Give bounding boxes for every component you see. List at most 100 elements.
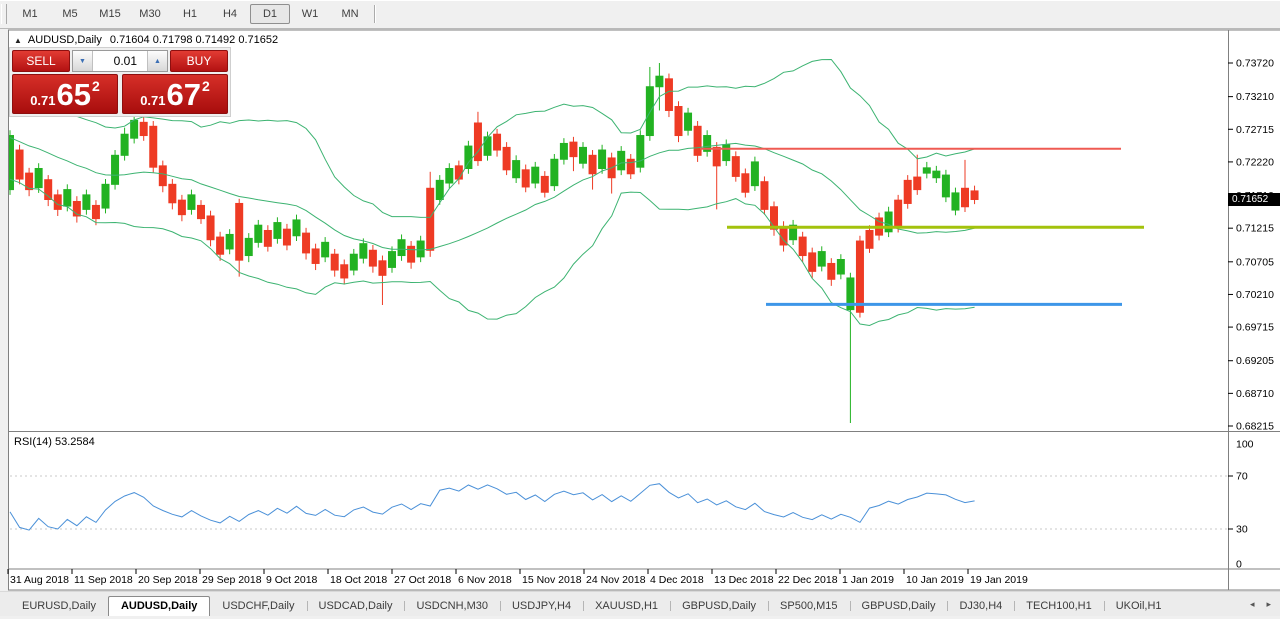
candle-body xyxy=(789,224,798,241)
buy-button[interactable]: BUY xyxy=(170,50,228,72)
candle-body xyxy=(712,146,721,167)
bollinger-lower-band xyxy=(9,178,975,327)
time-axis[interactable]: 31 Aug 2018 11 Sep 2018 20 Sep 2018 29 Sep … xyxy=(7,569,1028,586)
chart-tab-usdcad-daily[interactable]: USDCAD,Daily xyxy=(306,597,405,616)
candle-body xyxy=(397,239,406,257)
tabs-scroll-left-icon[interactable]: ◂ xyxy=(1249,598,1255,609)
chart-tab-tech100-h1[interactable]: TECH100,H1 xyxy=(1014,597,1103,616)
chart-tab-usdcnh-m30[interactable]: USDCNH,M30 xyxy=(404,597,500,616)
chart-tab-xauusd-h1[interactable]: XAUUSD,H1 xyxy=(583,597,670,616)
candle-body xyxy=(25,172,34,191)
rsi-axis-label: 30 xyxy=(1236,524,1248,536)
candle-body xyxy=(426,187,435,251)
volume-value[interactable]: 0.01 xyxy=(113,54,137,68)
timeframe-button-h1[interactable]: H1 xyxy=(182,8,198,20)
buy-price-tile[interactable]: 0.71 67 2 xyxy=(122,74,228,114)
candle-body xyxy=(330,253,339,271)
sell-price-tile[interactable]: 0.71 65 2 xyxy=(12,74,118,114)
price-axis[interactable]: 0.737200.732100.727150.722200.717100.712… xyxy=(1228,58,1274,433)
chart-tab-dj30-h4[interactable]: DJ30,H4 xyxy=(947,597,1014,616)
candle-body xyxy=(951,192,960,211)
candle-body xyxy=(416,240,425,258)
chart-ohlc-values: 0.71604 0.71798 0.71492 0.71652 xyxy=(109,34,279,46)
candle-body xyxy=(263,229,272,247)
candle-body xyxy=(407,245,416,263)
candle-body xyxy=(187,194,196,210)
timeframe-toolbar: M1 M5 M15 M30 H1 H4 D1 W1 MN xyxy=(0,0,1280,29)
rsi-pane[interactable] xyxy=(9,475,1228,531)
chart-tab-gbpusd-daily[interactable]: GBPUSD,Daily xyxy=(849,597,948,616)
chart-tab-eurusd-daily[interactable]: EURUSD,Daily xyxy=(22,600,96,612)
rsi-axis-label: 0 xyxy=(1236,559,1242,571)
candle-body xyxy=(149,125,158,168)
one-click-trade-panel: SELL ▼ 0.01 ▲ BUY 0.71 65 2 0.71 67 2 xyxy=(9,47,231,117)
toolbar-grip-handle[interactable] xyxy=(1,4,7,24)
candle-body xyxy=(120,133,129,156)
time-axis-label: 19 Jan 2019 xyxy=(970,574,1028,586)
chart-background xyxy=(9,30,1280,590)
time-axis-label: 31 Aug 2018 xyxy=(10,574,69,586)
candle-body xyxy=(865,229,874,249)
time-axis-label: 9 Oct 2018 xyxy=(266,574,318,586)
candle-body xyxy=(827,262,836,280)
candle-body xyxy=(225,233,234,250)
rsi-axis-label: 70 xyxy=(1236,471,1248,483)
candle-body xyxy=(435,179,444,200)
candle-body xyxy=(770,206,778,230)
candle-body xyxy=(82,194,91,210)
candle-body xyxy=(483,136,492,156)
candle-body xyxy=(9,135,14,191)
collapse-chart-icon[interactable]: ▲ xyxy=(14,36,22,45)
candle-body xyxy=(44,179,53,200)
rsi-axis-label: 100 xyxy=(1236,439,1254,451)
price-axis-label: 0.69715 xyxy=(1236,322,1274,334)
chart-tab-audusd-daily[interactable]: AUDUSD,Daily xyxy=(107,596,211,616)
buy-price-big: 67 xyxy=(166,76,201,112)
candle-body xyxy=(684,112,693,131)
candle-body xyxy=(808,252,817,272)
time-axis-label: 24 Nov 2018 xyxy=(586,574,646,586)
candle-body xyxy=(454,165,463,180)
candle-body xyxy=(473,122,482,162)
timeframe-button-m1[interactable]: M1 xyxy=(22,8,38,20)
candle-body xyxy=(197,204,205,220)
volume-decrease-icon[interactable]: ▼ xyxy=(73,51,93,71)
chart-tab-usdjpy-h4[interactable]: USDJPY,H4 xyxy=(499,597,583,616)
rsi-axis[interactable]: 100 70 30 0 xyxy=(1228,439,1254,571)
sell-button[interactable]: SELL xyxy=(12,50,70,72)
volume-increase-icon[interactable]: ▲ xyxy=(147,51,167,71)
toolbar-separator xyxy=(374,5,376,23)
timeframe-button-m30[interactable]: M30 xyxy=(139,8,161,20)
timeframe-button-m5[interactable]: M5 xyxy=(62,8,78,20)
candle-body xyxy=(216,236,225,255)
tabs-scroll-right-icon[interactable]: ▸ xyxy=(1266,598,1271,609)
chart-symbol-period: AUDUSD,Daily xyxy=(27,34,102,46)
candle-body xyxy=(617,150,626,171)
chart-tab-usdchf-daily[interactable]: USDCHF,Daily xyxy=(222,600,295,612)
buy-price-prefix: 0.71 xyxy=(140,92,166,108)
price-axis-label: 0.73210 xyxy=(1236,91,1274,103)
chart-tab-ukoil-h1[interactable]: UKOil,H1 xyxy=(1103,597,1174,616)
candle-body xyxy=(53,194,62,210)
timeframe-button-mn[interactable]: MN xyxy=(341,8,359,20)
timeframe-button-w1[interactable]: W1 xyxy=(301,8,319,20)
timeframe-button-m15[interactable]: M15 xyxy=(99,8,121,20)
candle-body xyxy=(302,232,311,254)
price-axis-label: 0.70210 xyxy=(1236,289,1274,301)
time-axis-label: 18 Oct 2018 xyxy=(330,574,387,586)
timeframe-button-d1[interactable]: D1 xyxy=(250,4,290,24)
candle-body xyxy=(922,167,931,174)
candle-body xyxy=(836,259,845,275)
candle-body xyxy=(674,106,683,137)
main-price-pane[interactable] xyxy=(7,58,1145,424)
candle-body xyxy=(72,200,81,217)
candle-body xyxy=(464,145,473,170)
candle-body xyxy=(636,135,645,168)
timeframe-button-h4[interactable]: H4 xyxy=(222,8,238,20)
chart-tab-sp500-m15[interactable]: SP500,M15 xyxy=(768,597,849,616)
candle-body xyxy=(626,158,635,175)
candle-body xyxy=(368,249,377,267)
chart-tab-gbpusd-daily[interactable]: GBPUSD,Daily xyxy=(670,597,768,616)
